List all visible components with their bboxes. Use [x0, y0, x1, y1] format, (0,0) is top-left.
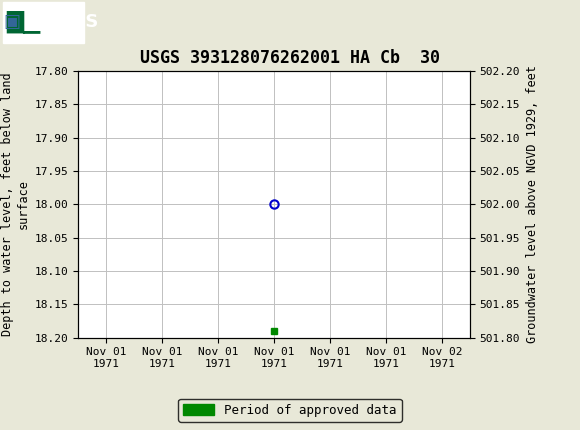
- Legend: Period of approved data: Period of approved data: [178, 399, 402, 421]
- Text: USGS: USGS: [44, 12, 99, 31]
- Text: █▁: █▁: [6, 10, 40, 33]
- Text: ▣: ▣: [3, 12, 20, 31]
- Y-axis label: Groundwater level above NGVD 1929, feet: Groundwater level above NGVD 1929, feet: [525, 65, 539, 343]
- Bar: [3, 2, 84, 43]
- Y-axis label: Depth to water level, feet below land
surface: Depth to water level, feet below land su…: [1, 72, 29, 336]
- Text: USGS 393128076262001 HA Cb  30: USGS 393128076262001 HA Cb 30: [140, 49, 440, 67]
